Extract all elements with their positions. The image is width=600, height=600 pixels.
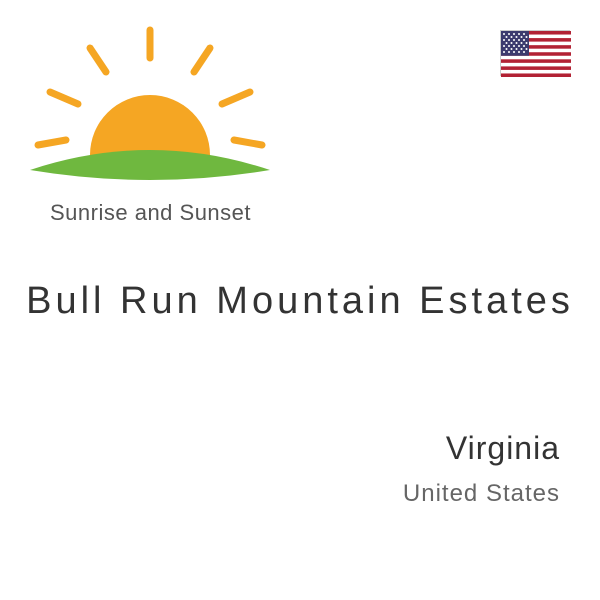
country-name: United States bbox=[403, 480, 560, 508]
region-name: Virginia bbox=[446, 430, 560, 467]
sunrise-icon bbox=[20, 20, 280, 220]
city-name: Bull Run Mountain Estates bbox=[0, 280, 600, 323]
country-flag-icon bbox=[500, 30, 570, 76]
sunrise-logo bbox=[20, 20, 280, 220]
tagline-text: Sunrise and Sunset bbox=[50, 200, 251, 226]
